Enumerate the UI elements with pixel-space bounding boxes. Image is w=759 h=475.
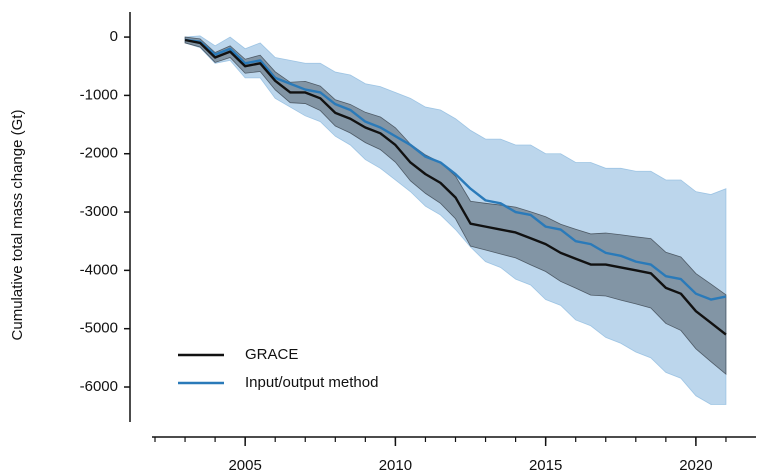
y-tick-label: -1000 [80,86,118,103]
series-line [184,38,727,301]
uncertainty-band [184,36,727,376]
y-tick-label: -5000 [80,320,118,337]
series-line [184,38,727,336]
y-tick-label: 0 [110,28,118,45]
y-tick-label: -3000 [80,203,118,220]
x-tick-label: 2020 [679,457,712,474]
y-axis-label: Cumulative total mass change (Gt) [9,110,26,341]
x-tick-label: 2010 [379,457,412,474]
y-tick-label: -2000 [80,145,118,162]
uncertainty-band [184,35,727,405]
x-tick-label: 2015 [529,457,562,474]
legend-label: GRACE [245,346,298,363]
x-tick-label: 2005 [228,457,261,474]
y-tick-label: -6000 [80,378,118,395]
y-tick-label: -4000 [80,261,118,278]
legend-label: Input/output method [245,374,378,391]
